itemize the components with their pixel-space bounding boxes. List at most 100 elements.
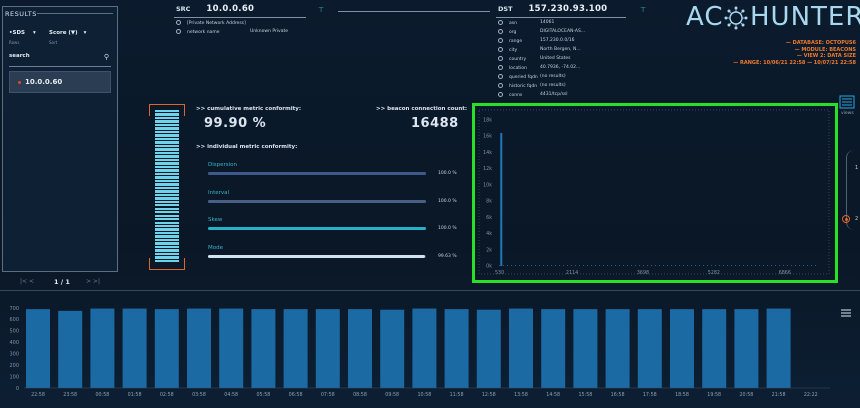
histogram-bar <box>507 265 508 266</box>
histogram-bar <box>675 265 676 266</box>
timeline-x-tick: 00:58 <box>95 392 109 398</box>
views-icon[interactable] <box>839 95 855 109</box>
rows-filter[interactable]: •SDS ▾ <box>9 29 36 36</box>
timeline-x-tick: 19:58 <box>707 392 721 398</box>
metric-name: Dispersion <box>208 162 238 168</box>
histogram-bar <box>739 265 740 266</box>
gauge-segment <box>155 113 179 116</box>
histogram-bar <box>555 265 556 266</box>
timeline-bar[interactable] <box>509 308 533 388</box>
histogram-bar <box>707 265 708 266</box>
histogram-bar <box>771 265 772 266</box>
pager: |< < 1 / 1 > >| <box>20 278 110 288</box>
timeline-x-tick: 16:58 <box>611 392 625 398</box>
timeline-bar[interactable] <box>58 310 83 388</box>
histogram-bar <box>603 265 604 266</box>
histogram-bar <box>587 265 588 266</box>
search-input[interactable]: search ⚲ <box>9 53 111 67</box>
status-dot-icon <box>18 80 21 84</box>
gauge-segment <box>155 211 179 214</box>
dst-info-row: range 157.230.0.0/16 <box>498 38 648 47</box>
pager-next-button[interactable]: > >| <box>86 278 100 285</box>
dst-info-row: city North Bergen, N... <box>498 47 648 56</box>
timeline-bar[interactable] <box>251 309 276 388</box>
histogram-bar <box>711 265 712 266</box>
timeline-bar[interactable] <box>122 308 147 388</box>
timeline-y-tick: 200 <box>9 363 19 369</box>
timeline-bar[interactable] <box>476 309 501 388</box>
timeline-y-tick: 700 <box>9 306 19 312</box>
connection-count-label: >> beacon connection count: <box>376 106 468 112</box>
timeline-bar[interactable] <box>605 309 630 388</box>
gauge-segment <box>155 127 179 130</box>
timeline-bar[interactable] <box>283 309 308 388</box>
histogram-bar <box>743 265 744 266</box>
view-step-2[interactable]: 2 <box>855 216 859 222</box>
timeline-x-tick: 15:58 <box>578 392 592 398</box>
view-step-1[interactable]: 1 <box>855 165 859 171</box>
histogram-bar <box>751 265 752 266</box>
view-stepper-track <box>846 150 860 230</box>
timeline-bar[interactable] <box>348 309 372 388</box>
histogram-y-tick: 16k <box>483 134 492 140</box>
timeline-y-tick: 500 <box>9 329 19 335</box>
histogram-bar <box>775 265 776 266</box>
timeline-bar[interactable] <box>573 309 598 388</box>
histogram-bar <box>579 265 580 266</box>
cumulative-label: >> cumulative metric conformity: <box>196 106 302 112</box>
histogram-y-tick: 12k <box>483 166 492 172</box>
histogram-bar <box>543 265 544 266</box>
histogram-y-tick: 18k <box>483 118 492 124</box>
gauge-segment <box>155 169 179 172</box>
timeline-bar[interactable] <box>315 309 340 388</box>
timeline-bar[interactable] <box>766 308 791 388</box>
histogram-bar <box>535 265 536 266</box>
menu-icon[interactable] <box>841 309 851 317</box>
gauge-segment <box>155 110 179 113</box>
timeline-bar[interactable] <box>380 309 405 388</box>
timeline-bar[interactable] <box>187 308 211 388</box>
timeline-bar[interactable] <box>670 309 694 388</box>
timeline-bar[interactable] <box>90 308 115 388</box>
metric-name: Skew <box>208 217 223 223</box>
gauge-segment <box>155 155 179 158</box>
timeline-bar[interactable] <box>734 309 759 388</box>
filter-icon[interactable]: ⊤ <box>318 6 325 14</box>
info-icon <box>176 20 181 25</box>
gauge-segment <box>155 148 179 151</box>
timeline-bar[interactable] <box>219 308 244 388</box>
histogram-bar <box>611 265 612 266</box>
histogram-bar <box>791 265 792 266</box>
timeline-bar[interactable] <box>637 309 662 388</box>
pager-prev-button[interactable]: |< < <box>20 278 34 285</box>
histogram-bar <box>787 265 788 266</box>
histogram-bar <box>531 265 532 266</box>
histogram-bar <box>795 265 796 266</box>
octopus-logo-icon <box>724 6 748 30</box>
filter-icon[interactable]: ⊤ <box>640 6 647 14</box>
gauge-segment <box>155 193 179 197</box>
timeline-bar[interactable] <box>26 309 50 388</box>
timeline-bar[interactable] <box>412 308 437 388</box>
timeline-bar[interactable] <box>444 309 469 388</box>
timeline-bar[interactable] <box>541 309 566 388</box>
timeline-bar[interactable] <box>702 309 727 388</box>
result-item[interactable]: 10.0.0.60 <box>9 71 111 93</box>
histogram-bar <box>727 265 728 266</box>
histogram-bar <box>515 265 516 266</box>
metric-bar-fill <box>208 254 426 258</box>
timeline-x-tick: 07:58 <box>321 392 335 398</box>
timeline-x-tick: 14:58 <box>546 392 560 398</box>
timeline-bar[interactable] <box>154 309 179 388</box>
conformity-gauge <box>149 104 185 270</box>
view-step-2-indicator[interactable] <box>842 215 850 223</box>
gauge-segment <box>155 221 179 224</box>
list-icon <box>839 95 855 109</box>
metric-bar-fill <box>208 227 426 230</box>
timeline-x-tick: 04:58 <box>224 392 238 398</box>
histogram-bar <box>767 265 768 266</box>
dst-ip: 157.230.93.100 <box>528 4 608 14</box>
results-title: RESULTS <box>5 10 37 18</box>
sort-filter[interactable]: Score (▼) ▾ <box>49 29 86 36</box>
src-info: [Private Network Address] network name Un… <box>176 20 326 38</box>
